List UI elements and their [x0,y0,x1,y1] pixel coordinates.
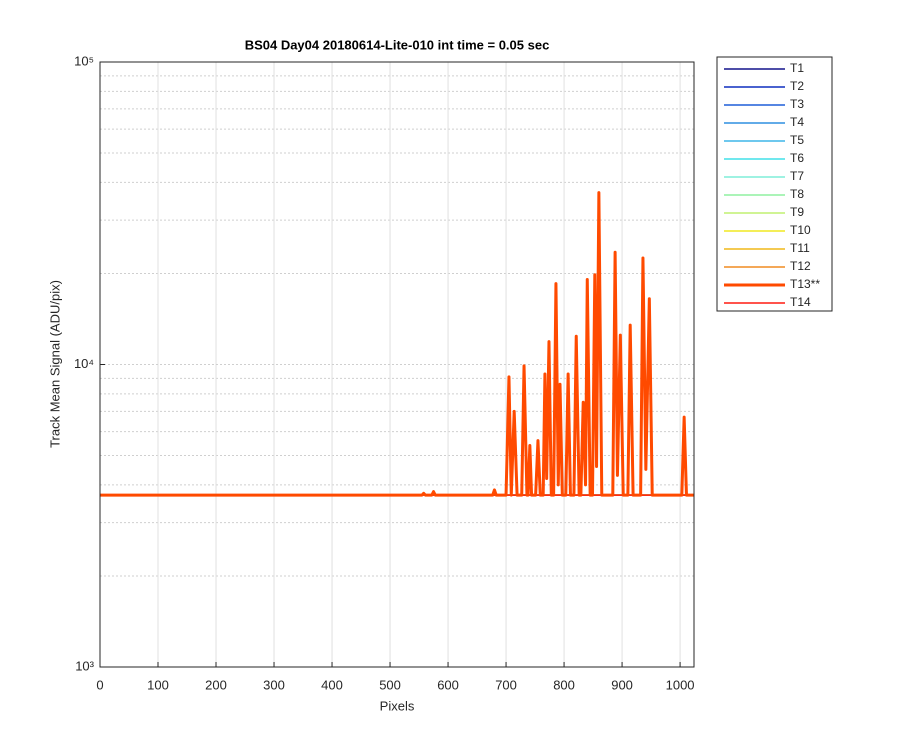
axes-box [99,61,695,668]
x-tick-label: 100 [147,677,169,692]
legend-label: T1 [790,61,804,75]
legend-label: T2 [790,79,804,93]
x-tick-label: 1000 [666,677,695,692]
legend-label: T10 [790,223,811,237]
x-tick-label: 900 [611,677,633,692]
x-tick-label: 600 [437,677,459,692]
x-axis-label: Pixels [380,698,415,713]
legend-label: T14 [790,295,811,309]
legend-label: T8 [790,187,804,201]
legend-label: T12 [790,259,811,273]
legend-label: T13** [790,277,820,291]
legend-label: T6 [790,151,804,165]
legend-label: T9 [790,205,804,219]
chart-title: BS04 Day04 20180614-Lite-010 int time = … [245,37,550,52]
x-tick-label: 700 [495,677,517,692]
x-tick-label: 300 [263,677,285,692]
legend-label: T11 [790,241,810,255]
y-tick-label: 10⁴ [74,356,94,371]
legend-box [716,56,833,312]
series-group [100,191,694,497]
x-tick-label: 800 [553,677,575,692]
legend-label: T7 [790,169,804,183]
legend-label: T5 [790,133,804,147]
y-tick-label: 10³ [75,658,94,673]
x-tick-label: 0 [96,677,103,692]
series-line [100,191,694,497]
y-tick-label: 10⁵ [74,53,94,68]
x-tick-label: 200 [205,677,227,692]
legend-label: T4 [790,115,804,129]
y-axis-label: Track Mean Signal (ADU/pix) [47,280,62,448]
legend-label: T3 [790,97,804,111]
x-tick-label: 400 [321,677,343,692]
x-tick-label: 500 [379,677,401,692]
